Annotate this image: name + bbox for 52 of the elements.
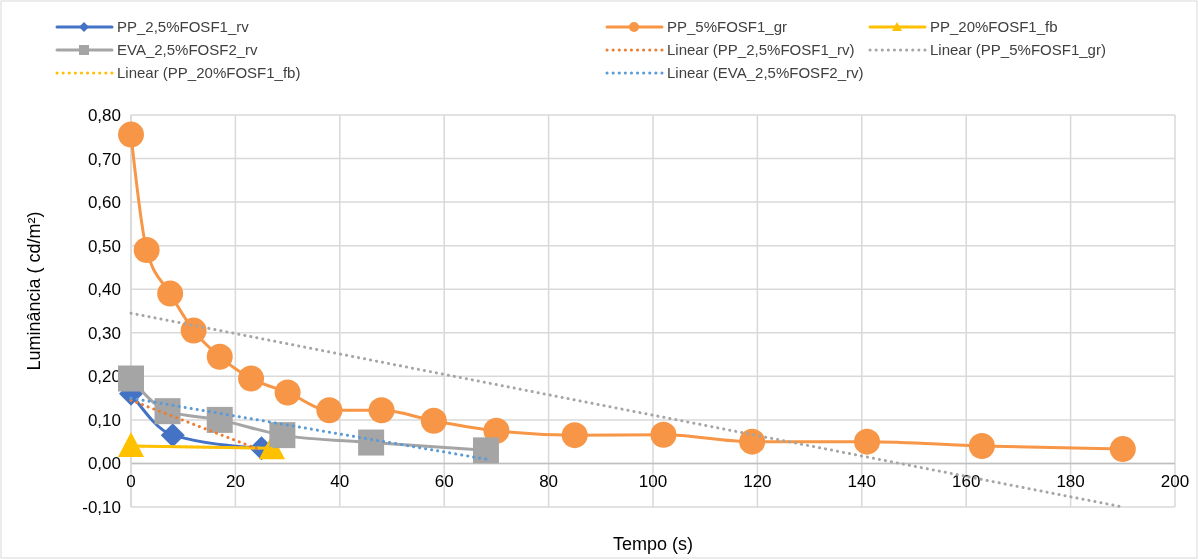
legend-label: Linear (PP_20%FOSF1_fb) (117, 64, 301, 81)
point (160, 423, 185, 448)
point (561, 422, 588, 449)
point (118, 365, 144, 392)
y-tick-label: 0,50 (87, 236, 121, 256)
legend-label: Linear (PP_5%FOSF1_gr) (930, 41, 1106, 58)
y-tick-label: 0,80 (87, 106, 121, 125)
x-tick-label: 100 (638, 472, 668, 492)
legend-label: PP_20%FOSF1_fb (930, 18, 1058, 35)
point (420, 407, 447, 434)
point (968, 433, 995, 460)
point (1109, 436, 1136, 463)
y-tick-label: 0,40 (87, 280, 121, 300)
point (118, 121, 144, 148)
x-tick-label: 60 (434, 472, 454, 492)
x-tick-label: 140 (847, 472, 876, 492)
legend-label: PP_2,5%FOSF1_rv (117, 18, 250, 35)
point (472, 437, 499, 464)
x-tick-label: 40 (330, 472, 350, 492)
point (358, 429, 385, 456)
point (206, 343, 233, 370)
point (154, 398, 181, 425)
y-tick-label: 0,30 (87, 323, 121, 343)
point (316, 397, 343, 424)
point (180, 317, 207, 344)
point (206, 406, 233, 433)
point (739, 428, 766, 455)
y-tick-label: 0,70 (87, 149, 121, 169)
point (238, 365, 265, 392)
y-tick-label: 0,60 (87, 193, 121, 213)
x-tick-label: 180 (1056, 472, 1085, 492)
point (368, 397, 395, 424)
y-tick-label: -0,10 (82, 498, 121, 517)
x-tick-label: 0 (126, 472, 136, 492)
y-tick-label: 0,10 (87, 410, 121, 430)
point (650, 421, 677, 448)
legend-label: Linear (PP_2,5%FOSF1_rv) (667, 41, 855, 58)
x-axis-title: Tempo (s) (612, 534, 694, 554)
x-tick-label: 120 (743, 472, 772, 492)
point (274, 379, 301, 406)
legend-label: PP_5%FOSF1_gr (667, 18, 788, 35)
x-tick-label: 80 (539, 472, 559, 492)
y-axis-title: Luminância ( cd/m²) (24, 211, 44, 371)
legend-label: EVA_2,5%FOSF2_rv (117, 41, 259, 58)
x-tick-label: 160 (952, 472, 981, 492)
y-tick-label: 0,00 (87, 454, 121, 474)
point (133, 237, 160, 264)
point (854, 428, 881, 455)
x-tick-label: 200 (1160, 472, 1190, 492)
legend-label: Linear (EVA_2,5%FOSF2_rv) (667, 64, 864, 81)
x-tick-label: 20 (225, 472, 245, 492)
point (157, 280, 184, 307)
